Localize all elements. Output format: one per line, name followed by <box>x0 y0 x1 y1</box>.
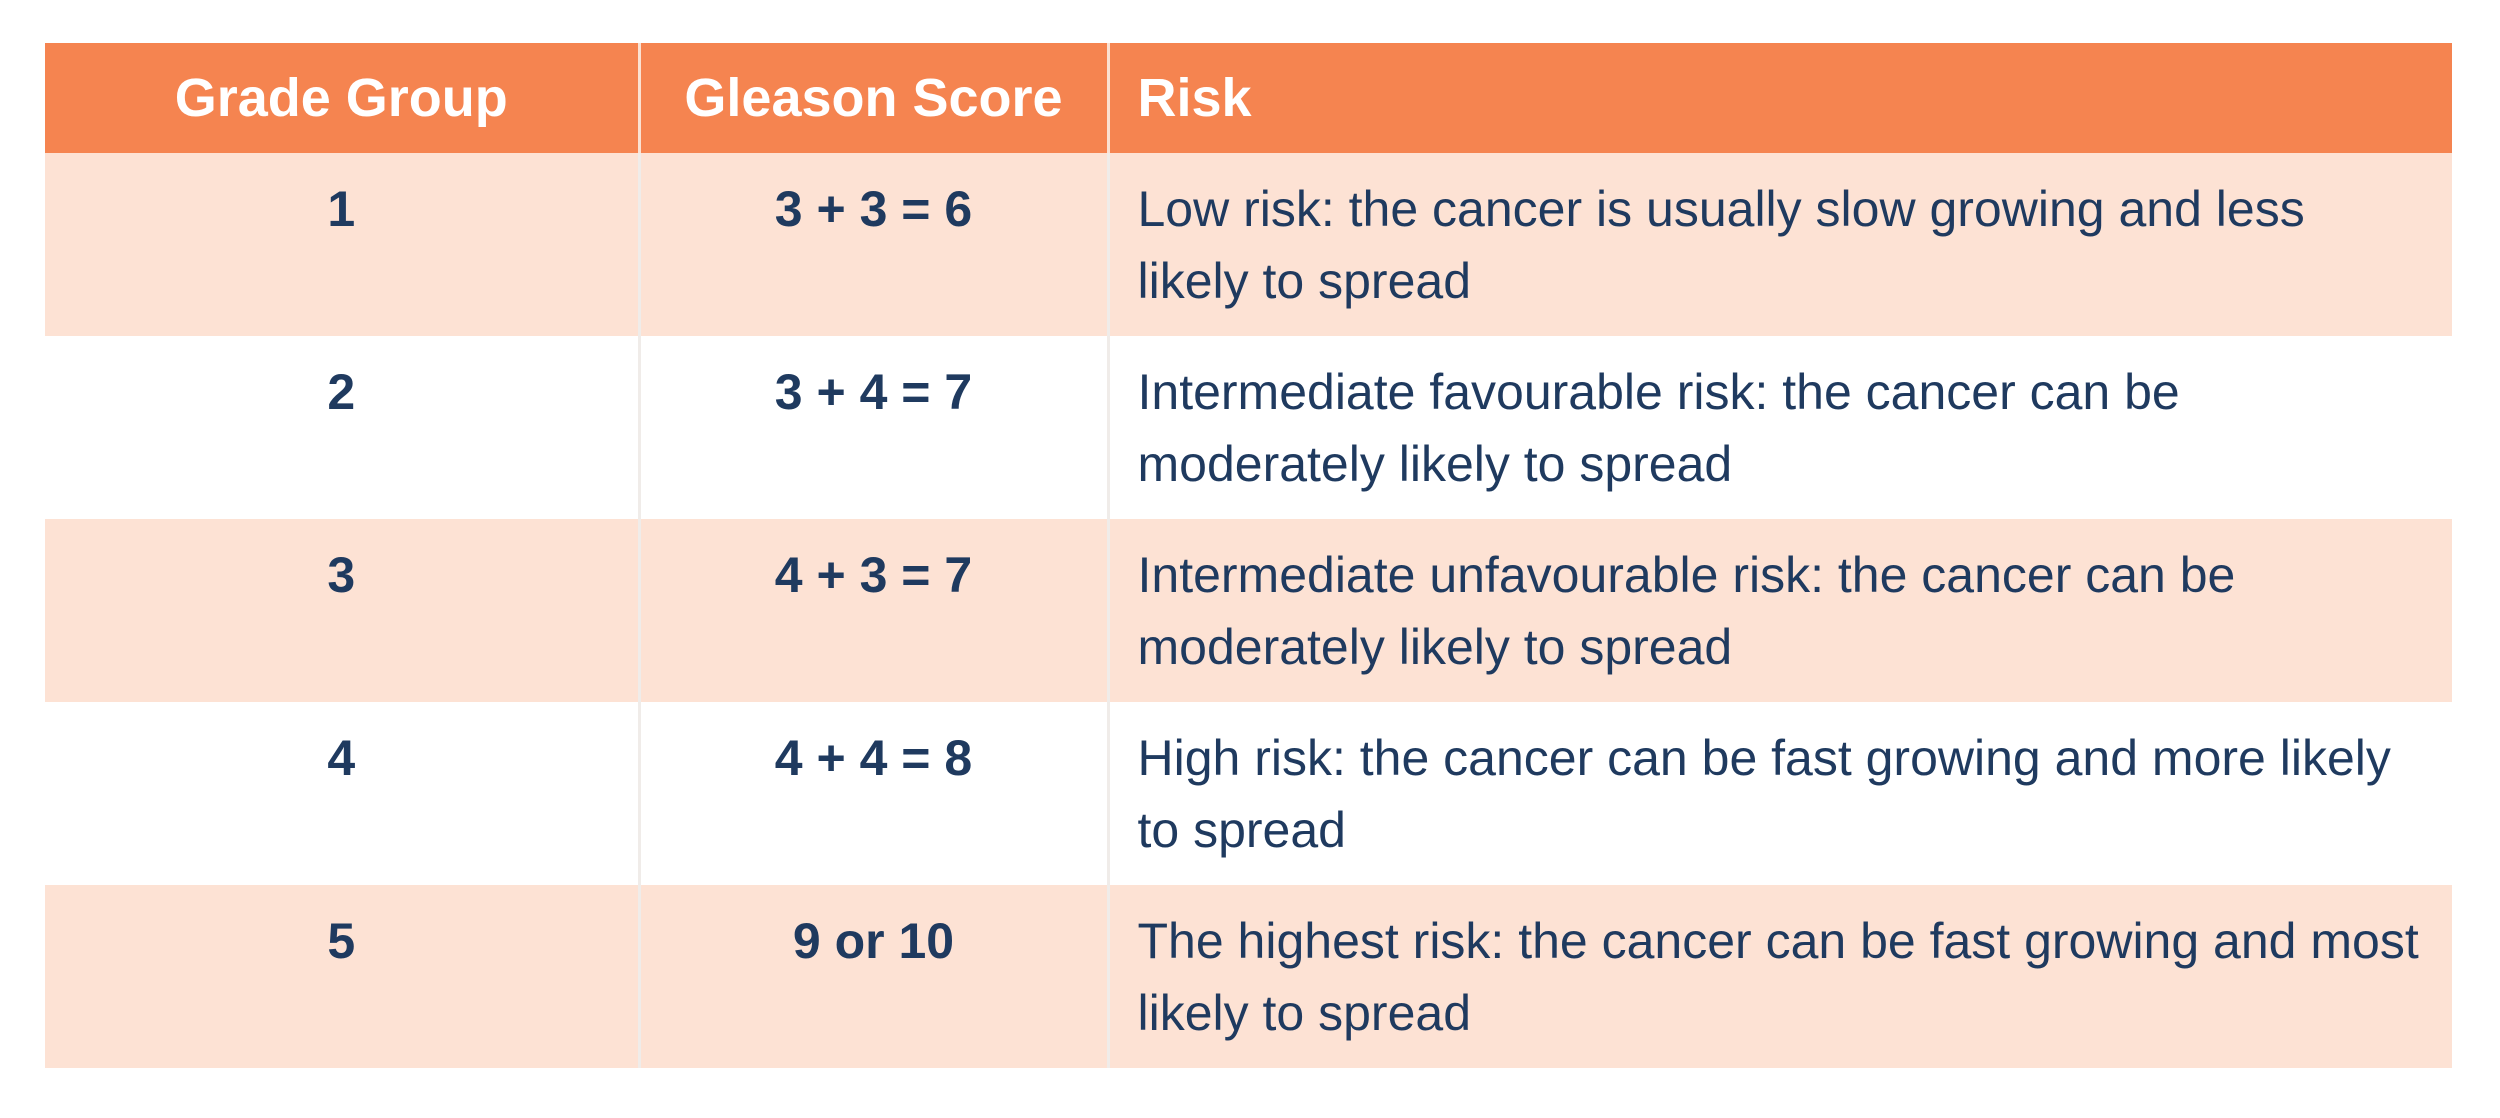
table-header: Grade Group Gleason Score Risk <box>45 43 2452 153</box>
column-header: Risk <box>1106 43 2452 153</box>
column-header: Grade Group <box>45 43 639 153</box>
grade-cell: 3 <box>45 519 639 702</box>
score-cell: 4 + 3 = 7 <box>637 519 1108 702</box>
column-header: Gleason Score <box>637 43 1108 153</box>
score-cell: 3 + 3 = 6 <box>637 153 1108 336</box>
score-cell: 4 + 4 = 8 <box>637 702 1108 885</box>
risk-cell: Intermediate favourable risk: the cancer… <box>1106 336 2452 519</box>
score-cell: 3 + 4 = 7 <box>637 336 1108 519</box>
table-row: 2 3 + 4 = 7 Intermediate favourable risk: … <box>45 336 2452 519</box>
risk-cell: High risk: the cancer can be fast growin… <box>1106 702 2452 885</box>
header-row: Grade Group Gleason Score Risk <box>45 43 2452 153</box>
grade-cell: 5 <box>45 885 639 1068</box>
grade-cell: 1 <box>45 153 639 336</box>
table-row: 4 4 + 4 = 8 High risk: the cancer can be f… <box>45 702 2452 885</box>
score-cell: 9 or 10 <box>637 885 1108 1068</box>
risk-cell: Low risk: the cancer is usually slow gro… <box>1106 153 2452 336</box>
risk-cell: The highest risk: the cancer can be fast… <box>1106 885 2452 1068</box>
grade-cell: 2 <box>327 364 356 420</box>
grade-cell: 4 <box>327 730 356 786</box>
risk-cell: Intermediate unfavourable risk: the canc… <box>1106 519 2452 702</box>
